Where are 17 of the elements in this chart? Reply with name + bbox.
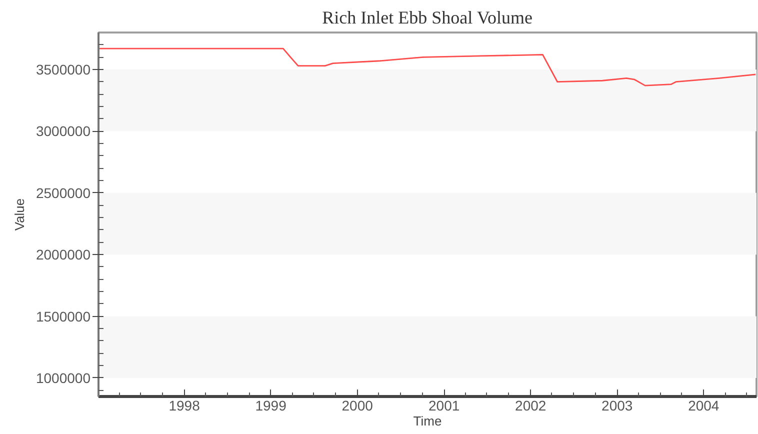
y-tick-label: 1000000 bbox=[36, 370, 91, 386]
x-tick-label: 2001 bbox=[428, 398, 460, 414]
y-tick-label: 3500000 bbox=[36, 62, 91, 78]
x-tick-label: 2002 bbox=[515, 398, 546, 414]
y-axis-title: Value bbox=[12, 198, 27, 231]
x-tick-label: 1999 bbox=[255, 398, 287, 414]
chart-title: Rich Inlet Ebb Shoal Volume bbox=[322, 8, 533, 28]
x-tick-label: 2000 bbox=[342, 398, 374, 414]
x-tick-label: 2003 bbox=[602, 398, 633, 414]
y-tick-label: 2500000 bbox=[36, 184, 91, 201]
x-axis-title: Time bbox=[413, 414, 442, 428]
y-tick-label: 1500000 bbox=[36, 308, 91, 324]
y-tick-label: 2000000 bbox=[36, 246, 91, 263]
line-series bbox=[98, 48, 756, 86]
x-tick-label: 2004 bbox=[688, 398, 720, 414]
x-tick-label: 1998 bbox=[168, 398, 200, 414]
y-tick-label: 3000000 bbox=[36, 123, 91, 140]
